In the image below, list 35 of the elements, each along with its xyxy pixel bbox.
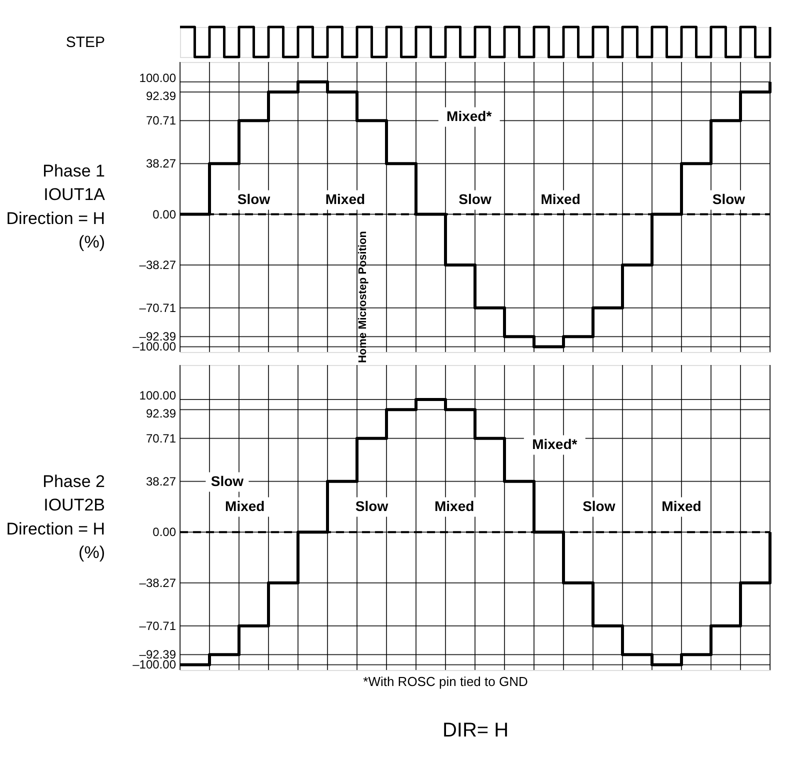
annotation: Mixed	[434, 498, 474, 514]
y-tick-label: 92.39	[146, 88, 176, 103]
annotation: Slow	[582, 498, 616, 514]
y-tick-label: –38.27	[139, 258, 176, 272]
text: *With ROSC pin tied to GND	[363, 674, 528, 689]
annotation: Mixed*	[446, 108, 492, 124]
y-axis-title: STEP	[66, 34, 105, 51]
annotation: Slow	[712, 191, 746, 207]
y-axis-title: Phase 1 IOUT1A Direction = H (%)	[6, 161, 106, 252]
y-axis-title: Phase 2 IOUT2B Direction = H (%)	[6, 472, 105, 562]
annotation: Slow	[237, 191, 270, 207]
annotation: Slow	[458, 191, 492, 207]
y-tick-label: 38.27	[146, 156, 176, 171]
y-tick-label: 100.00	[139, 70, 176, 85]
y-tick-label: 38.27	[146, 474, 176, 488]
x-axis-title: DIR= H	[442, 720, 509, 742]
y-tick-label: 0.00	[152, 525, 176, 540]
annotation: Slow	[210, 473, 244, 489]
annotation: Mixed	[540, 191, 580, 207]
y-tick-label: –70.71	[139, 618, 176, 633]
annotation: Mixed	[225, 498, 265, 514]
annotation: Home Microstep Position	[356, 230, 369, 364]
y-tick-label: –70.71	[139, 300, 176, 315]
annotation: Slow	[355, 498, 388, 514]
y-tick-label: 70.71	[146, 114, 176, 128]
y-tick-label: 70.71	[146, 431, 176, 446]
y-tick-label: –100.00	[132, 658, 176, 672]
y-tick-label: 92.39	[146, 406, 176, 421]
annotation: Mixed	[325, 191, 366, 207]
y-tick-label: –38.27	[139, 576, 176, 590]
annotation: Mixed*	[532, 436, 578, 452]
y-tick-label: 0.00	[152, 207, 176, 222]
y-tick-label: 100.00	[139, 388, 176, 402]
annotation: Mixed	[662, 498, 702, 514]
y-tick-label: –100.00	[132, 340, 176, 354]
